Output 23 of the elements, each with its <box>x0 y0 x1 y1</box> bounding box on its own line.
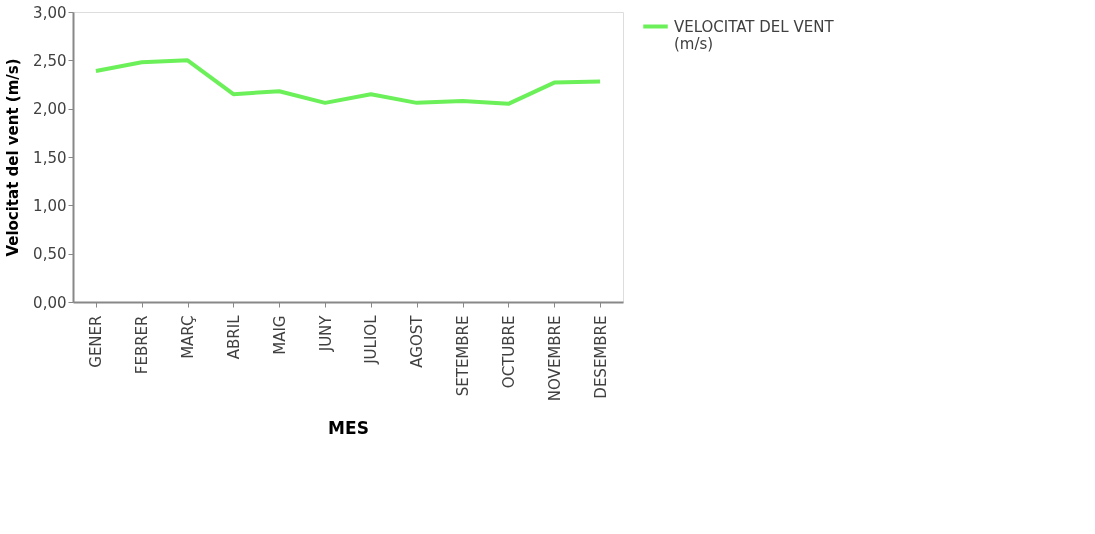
x-tick-label: OCTUBRE <box>499 315 518 389</box>
x-tick-label: SETEMBRE <box>454 315 473 397</box>
x-tick-label: ABRIL <box>224 314 243 360</box>
x-tick-label: FEBRER <box>133 315 152 375</box>
y-tick-label: 2,50 <box>33 51 67 70</box>
line-series <box>93 58 603 106</box>
x-tick-label: DESEMBRE <box>591 315 610 399</box>
x-tick-label: GENER <box>87 315 106 368</box>
x-axis-title: MES <box>328 418 369 439</box>
x-tick-label: JULIOL <box>362 314 381 365</box>
y-tick-label: 2,00 <box>33 100 67 119</box>
y-axis-title: Velocitat del vent (m/s) <box>4 58 23 257</box>
x-tick-label: JUNY <box>316 314 335 353</box>
x-tick-label: NOVEMBRE <box>545 315 564 402</box>
y-tick-label: 1,50 <box>33 148 67 167</box>
y-tick-label: 0,50 <box>33 245 67 264</box>
legend-label: VELOCITAT DEL VENT (m/s) <box>674 17 835 53</box>
y-tick-label: 1,00 <box>33 196 67 215</box>
x-tick-label: MAIG <box>270 315 289 355</box>
x-tick-label: AGOST <box>408 314 427 368</box>
y-tick-label: 3,00 <box>33 3 67 22</box>
y-tick-label: 0,00 <box>33 293 67 312</box>
x-tick-label: MARÇ <box>179 315 198 359</box>
